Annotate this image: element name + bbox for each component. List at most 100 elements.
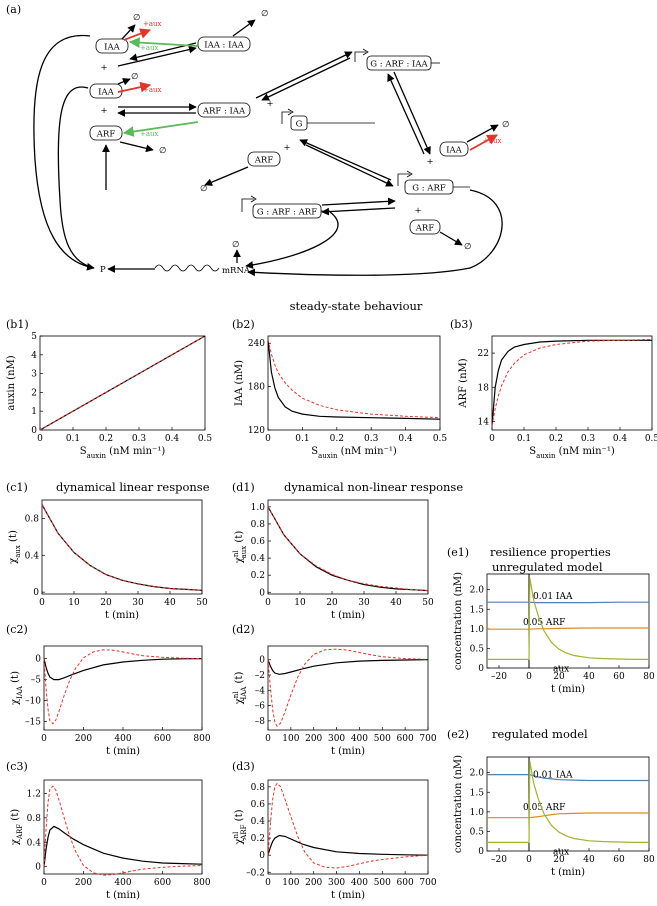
y-tick-label: 1.0 <box>251 503 266 513</box>
x-tick-label: 0 <box>526 672 532 682</box>
plus-sign: + <box>100 63 107 73</box>
x-tick-label: 200 <box>75 734 92 744</box>
x-tick-label: 0.3 <box>581 434 596 444</box>
panel-label-e1: (e1) <box>447 546 469 559</box>
x-tick-label: 100 <box>282 878 299 888</box>
series-line <box>491 339 652 426</box>
x-tick-label: 0 <box>526 855 532 865</box>
node-arf-left-box <box>89 125 123 141</box>
x-tick-label: 60 <box>613 672 625 682</box>
y-tick-label: 0 <box>259 588 265 598</box>
plot-frame <box>267 779 429 875</box>
x-tick-label: 0.3 <box>132 434 147 444</box>
y-axis-label: χARF (t) <box>10 809 24 845</box>
auxin-arrows <box>117 28 498 151</box>
series-label: 0.01 IAA <box>533 592 573 602</box>
y-tick-label: –4 <box>255 686 266 696</box>
panel-label-c1: (c1) <box>6 481 28 494</box>
y-tick-label: 2 <box>31 388 37 398</box>
y-tick-label: –6 <box>255 702 266 712</box>
x-tick-label: 800 <box>193 734 210 744</box>
y-tick-label: 0 <box>259 851 265 861</box>
series-line <box>267 834 429 856</box>
x-tick-label: 600 <box>397 734 414 744</box>
node-iaa-dimer: IAA : IAA <box>204 41 244 51</box>
x-tick-label: 0.5 <box>645 434 657 444</box>
empty-set: ∅ <box>200 184 208 194</box>
y-tick-label: 0 <box>35 863 41 873</box>
node-arf-left: ARF <box>96 130 116 140</box>
plot-frame <box>486 756 650 852</box>
x-tick-label: 30 <box>358 598 370 608</box>
aux-label-green: +aux <box>140 44 159 52</box>
empty-set: ∅ <box>133 13 141 23</box>
panel-label-c3: (c3) <box>6 760 28 773</box>
series-line <box>41 504 203 591</box>
x-axis-label: Sauxin (nM min⁻¹) <box>311 446 397 460</box>
node-g-arf: G : ARF <box>412 184 446 194</box>
node-iaa-top-box <box>95 38 129 54</box>
series-label: aux <box>553 664 569 674</box>
y-tick-label: 18 <box>478 383 490 393</box>
empty-set: ∅ <box>261 9 269 19</box>
x-tick-label: 50 <box>196 598 208 608</box>
x-tick-label: –20 <box>491 672 507 682</box>
x-tick-label: 400 <box>114 878 131 888</box>
x-tick-label: 200 <box>305 734 322 744</box>
x-tick-label: 20 <box>326 598 338 608</box>
plus-sign: + <box>283 143 290 153</box>
x-tick-label: 0.1 <box>517 434 531 444</box>
chart-e2: –20 0 20 40 60 80 0 0.5 1.0 1.5 2.0 t (min) concentr… <box>453 755 655 878</box>
series-line <box>267 506 429 592</box>
y-tick-label: 0 <box>35 655 41 665</box>
x-axis-label: t (min) <box>106 890 140 901</box>
y-tick-label: 1.0 <box>470 625 485 635</box>
y-tick-label: 5 <box>31 332 37 342</box>
x-tick-label: 500 <box>374 734 391 744</box>
x-tick-label: 0.4 <box>165 434 180 444</box>
y-axis-label: auxin (nM) <box>6 355 17 410</box>
y-tick-label: 0.4 <box>251 817 266 827</box>
panel-label-a: (a) <box>6 3 21 16</box>
x-tick-label: 300 <box>328 878 345 888</box>
x-tick-label: 30 <box>132 598 144 608</box>
y-tick-label: –0.2 <box>246 868 265 878</box>
node-arf-right: ARF <box>415 224 435 234</box>
y-tick-label: 1 <box>31 407 37 417</box>
x-tick-label: 20 <box>553 855 565 865</box>
node-iaa-right: IAA <box>446 146 462 156</box>
x-tick-label: 80 <box>643 672 655 682</box>
plus-sign: + <box>414 206 421 216</box>
node-mrna: mRNA <box>222 266 251 276</box>
aux-label-red: +aux <box>143 20 162 28</box>
panel-label-e2: (e2) <box>447 728 469 741</box>
aux-label-green: +aux <box>140 130 159 138</box>
empty-set: ∅ <box>464 242 472 252</box>
x-tick-label: 0.4 <box>398 434 413 444</box>
y-axis-label: χaux (t) <box>8 530 22 564</box>
y-tick-label: –10 <box>25 697 41 707</box>
plot-frame <box>43 779 203 875</box>
chart-c3: 0 200 400 600 800 0 0.4 0.8 1.2 t (min) χARF (t) <box>10 779 211 901</box>
x-tick-label: 0 <box>39 598 45 608</box>
x-tick-label: 700 <box>419 734 436 744</box>
node-arf-free: ARF <box>254 156 274 166</box>
x-tick-label: 600 <box>397 878 414 888</box>
y-tick-label: 2.0 <box>470 586 485 596</box>
x-tick-label: 0 <box>265 598 271 608</box>
plus-sign: + <box>426 157 433 167</box>
x-tick-label: 200 <box>75 878 92 888</box>
plot-frame <box>267 645 429 731</box>
e1-title: resilience properties <box>490 545 611 559</box>
x-tick-label: 0 <box>489 434 495 444</box>
y-axis-label: χnlARF (t) <box>232 809 248 844</box>
series-label: 0.01 IAA <box>533 771 573 781</box>
x-axis-label: t (min) <box>331 746 365 757</box>
x-tick-label: 400 <box>351 878 368 888</box>
y-tick-label: 240 <box>248 339 265 349</box>
y-tick-label: 0.8 <box>251 520 266 530</box>
chart-b2: 0 0.1 0.2 0.3 0.4 0.5 120 180 240 Sauxin (nM min⁻… <box>234 335 447 460</box>
reaction-arrows <box>33 19 503 277</box>
e2-title: regulated model <box>492 727 588 741</box>
